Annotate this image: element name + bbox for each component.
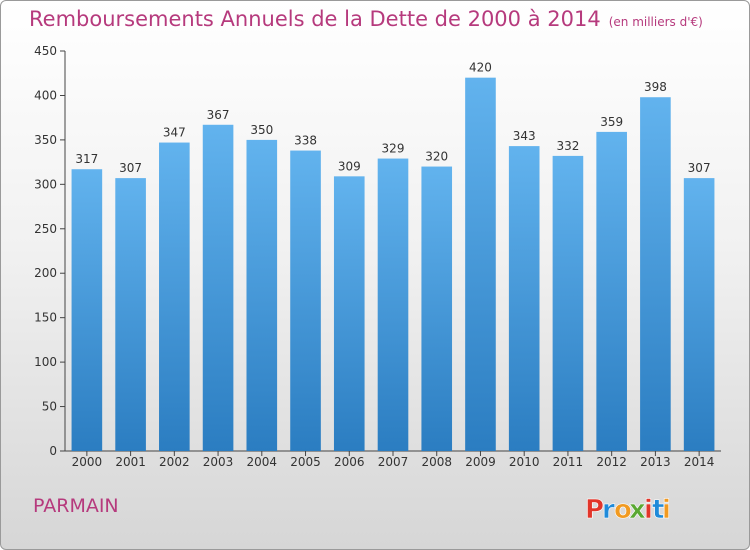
chart-title-unit: (en milliers d'€) [608,15,703,29]
y-tick-label: 150 [34,311,57,325]
x-tick-label-2006: 2006 [334,455,365,469]
bar-2000 [71,169,103,451]
value-label-2000: 317 [75,152,98,166]
value-label-2011: 332 [556,139,579,153]
x-tick-label-2009: 2009 [465,455,496,469]
value-label-2001: 307 [119,161,142,175]
logo-letter: i [662,495,671,525]
x-tick-label-2005: 2005 [290,455,321,469]
bar-2001 [115,178,146,451]
bar-2002 [159,142,190,452]
value-label-2006: 309 [338,159,361,173]
x-tick-label-2004: 2004 [247,455,278,469]
x-tick-label-2010: 2010 [509,455,540,469]
x-tick-label-2014: 2014 [684,455,715,469]
value-label-2010: 343 [513,129,536,143]
x-tick-label-2001: 2001 [115,455,146,469]
y-tick-label: 450 [34,44,57,58]
value-label-2007: 329 [382,142,405,156]
commune-name: PARMAIN [33,495,119,517]
bar-2003 [202,124,234,452]
bar-2012 [596,131,627,451]
x-tick-label-2012: 2012 [596,455,627,469]
y-tick-label: 250 [34,222,57,236]
bar-2006 [333,176,365,452]
x-tick-label-2011: 2011 [553,455,584,469]
bar-2005 [290,150,321,452]
logo-letter: i [644,495,653,525]
x-tick-label-2013: 2013 [640,455,671,469]
y-tick-label: 300 [34,177,57,191]
y-tick-label: 350 [34,133,57,147]
value-label-2009: 420 [469,61,492,75]
value-label-2004: 350 [250,123,273,137]
bar-2004 [246,139,278,451]
value-label-2002: 347 [163,126,186,140]
chart-title: Remboursements Annuels de la Dette de 20… [29,7,703,31]
logo-letter: r [602,495,615,525]
logo-letter: x [629,495,646,525]
y-tick-label: 200 [34,266,57,280]
proxiti-logo: Pr oxi ti [585,495,672,526]
bar-2009 [465,77,496,452]
x-tick-label-2007: 2007 [378,455,409,469]
value-label-2008: 320 [425,150,448,164]
value-label-2012: 359 [600,115,623,129]
x-tick-label-2000: 2000 [72,455,103,469]
logo-letter: o [614,495,632,525]
bar-2011 [552,155,584,451]
chart-title-main: Remboursements Annuels de la Dette de 20… [29,7,601,31]
value-label-2003: 367 [207,108,230,122]
y-tick-label: 400 [34,88,57,102]
x-tick-label-2008: 2008 [421,455,452,469]
x-tick-label-2002: 2002 [159,455,190,469]
logo-letter: P [585,495,604,525]
bar-2014 [683,178,715,451]
value-label-2013: 398 [644,80,667,94]
x-tick-label-2003: 2003 [203,455,234,469]
bar-2010 [508,146,540,451]
bar-2013 [640,97,671,451]
y-tick-label: 100 [34,355,57,369]
bars [71,77,715,452]
value-label-2014: 307 [688,161,711,175]
bar-2007 [377,158,409,452]
labels: 0 50 100 150 200 250 300 350 400 450 317 2000 307 200… [34,44,714,469]
y-tick-label: 50 [42,400,57,414]
bar-2008 [421,166,453,452]
logo-letter: t [652,495,664,525]
value-label-2005: 338 [294,134,317,148]
y-tick-label: 0 [49,444,57,458]
